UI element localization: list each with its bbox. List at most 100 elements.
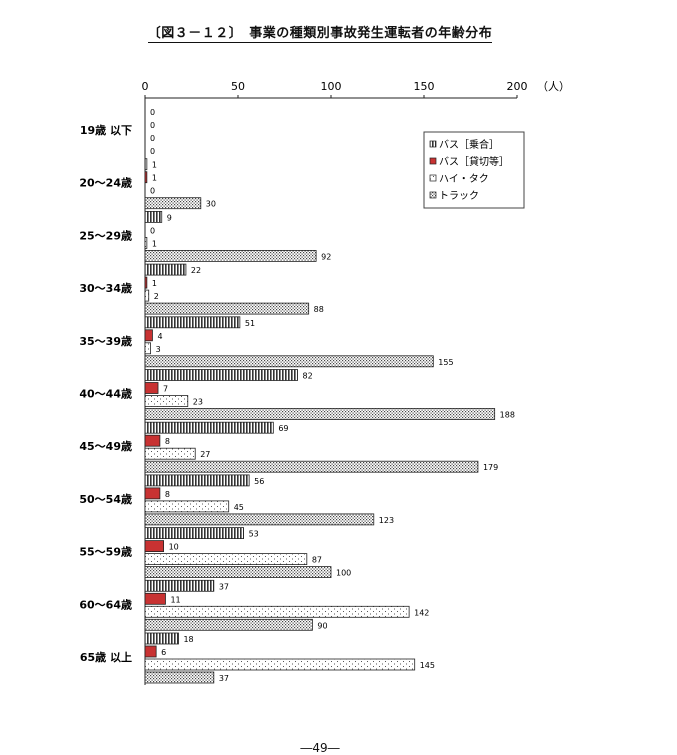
bar: [144, 421, 274, 434]
legend-label: バス［乗合］: [439, 138, 499, 151]
x-axis-unit: （人）: [537, 80, 570, 93]
bar: [144, 658, 416, 671]
category-label: 55～59歳: [79, 545, 132, 559]
bar: [144, 342, 151, 355]
category-label: 20～24歳: [79, 176, 132, 190]
bar: [144, 645, 157, 658]
bar: [144, 474, 250, 487]
category-label: 60～64歳: [79, 597, 132, 611]
data-label: 155: [438, 358, 453, 367]
bar: [144, 249, 317, 262]
data-label: 2: [154, 292, 159, 301]
legend-label: バス［貸切等］: [439, 155, 509, 168]
bar: [144, 460, 479, 473]
category-label: 25～29歳: [79, 228, 132, 242]
data-label: 69: [278, 424, 288, 433]
data-label: 82: [303, 372, 313, 381]
bar: [144, 592, 166, 605]
data-label: 56: [254, 477, 264, 486]
category-label: 45～49歳: [79, 439, 132, 453]
legend-swatch: [429, 191, 437, 199]
category-label: 30～34歳: [79, 281, 132, 295]
bar: [144, 408, 496, 420]
category-label: 35～39歳: [79, 334, 132, 348]
category-label: 50～54歳: [79, 492, 132, 506]
bar: [144, 540, 165, 552]
data-label: 92: [321, 252, 331, 261]
data-label: 9: [167, 213, 172, 222]
bar: [144, 487, 161, 500]
category-labels: 19歳 以下 20～24歳 25～29歳 30～34歳 35～39歳 40～44歳 45～4…: [79, 123, 132, 664]
bar: [144, 566, 332, 578]
bar: [144, 158, 148, 171]
bar: [144, 329, 153, 342]
x-tick-label: 0: [142, 80, 149, 93]
data-label: 8: [165, 490, 170, 499]
bar: [144, 302, 310, 315]
bar: [144, 447, 196, 460]
bar: [144, 605, 410, 618]
category-label: 65歳 以上: [80, 650, 132, 664]
bar: [144, 671, 215, 684]
legend-label: トラック: [439, 190, 479, 202]
data-label: 51: [245, 319, 255, 328]
bar: [144, 171, 148, 184]
x-axis: 0 50 100 150 200 （人）: [142, 80, 570, 685]
data-label: 1: [152, 239, 157, 248]
bar: [144, 434, 161, 447]
data-label: 23: [193, 398, 203, 407]
bar: [144, 513, 375, 526]
data-label: 8: [165, 437, 170, 446]
data-label: 3: [156, 345, 161, 354]
bar: [144, 527, 244, 539]
data-label: 37: [219, 674, 229, 683]
data-label: 188: [500, 411, 515, 420]
legend-box: [423, 131, 525, 209]
bar: [144, 210, 163, 223]
data-label: 53: [249, 530, 259, 539]
bar: [144, 500, 230, 513]
x-tick-label: 50: [231, 80, 245, 93]
data-label: 179: [483, 463, 498, 472]
data-label: 0: [150, 226, 155, 235]
data-label: 88: [314, 305, 324, 314]
legend-swatch: [429, 140, 437, 148]
data-label: 10: [169, 543, 179, 552]
data-label: 0: [150, 187, 155, 196]
data-label: 100: [336, 569, 351, 578]
data-label: 1: [152, 279, 157, 288]
bar: [144, 289, 150, 302]
x-tick-label: 200: [507, 80, 528, 93]
data-label: 0: [150, 108, 155, 117]
data-label: 0: [150, 134, 155, 143]
data-label: 142: [414, 608, 429, 617]
category-label: 19歳 以下: [80, 123, 132, 137]
data-label: 11: [170, 595, 180, 604]
legend-swatch: [429, 157, 437, 165]
data-label: 1: [152, 174, 157, 183]
chart-title: 〔図３－１２〕 事業の種類別事故発生運転者の年齢分布: [147, 26, 493, 43]
data-label: 0: [150, 147, 155, 156]
bar: [144, 618, 313, 631]
data-label: 45: [234, 503, 244, 512]
legend-label: ハイ・タク: [439, 173, 489, 185]
bar: [144, 579, 215, 592]
data-label: 145: [420, 661, 435, 670]
data-label: 30: [206, 200, 216, 209]
bars: [144, 158, 496, 684]
bar: [144, 197, 202, 210]
x-tick-label: 150: [414, 80, 435, 93]
bar: [144, 276, 148, 289]
bar: [144, 632, 179, 645]
data-label: 1: [152, 161, 157, 170]
legend-swatch: [429, 174, 437, 182]
bar: [144, 553, 308, 565]
data-label: 90: [317, 621, 327, 630]
page-number: ―49―: [300, 741, 340, 755]
data-label: 37: [219, 582, 229, 591]
x-tick-label: 100: [321, 80, 342, 93]
bar: [144, 355, 434, 368]
category-label: 40～44歳: [79, 387, 132, 401]
data-label: 4: [157, 332, 162, 341]
